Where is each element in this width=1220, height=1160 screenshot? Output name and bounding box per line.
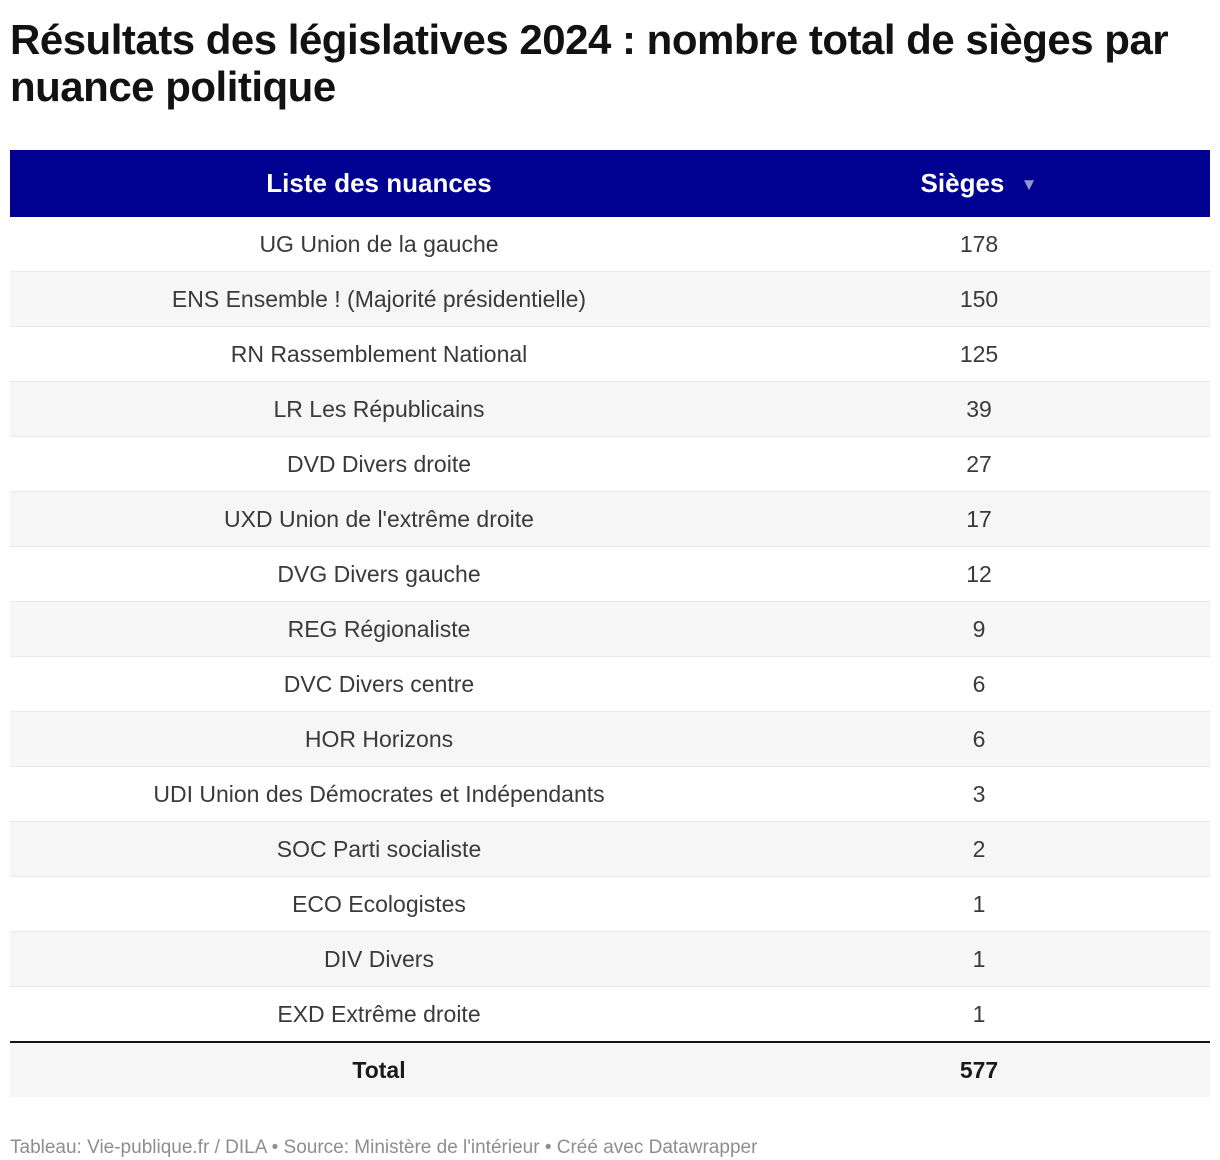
- nuance-cell: DVG Divers gauche: [10, 546, 748, 602]
- nuance-cell: RN Rassemblement National: [10, 326, 748, 382]
- total-row: Total 577: [10, 1041, 1210, 1097]
- sieges-cell: 125: [748, 326, 1210, 382]
- sieges-cell: 6: [748, 656, 1210, 712]
- nuance-cell: EXD Extrême droite: [10, 986, 748, 1042]
- chart-title-line2: nuance politique: [10, 63, 336, 110]
- table-row: DIV Divers 1: [10, 931, 1210, 987]
- table-row: LR Les Républicains 39: [10, 381, 1210, 437]
- column-header-nuances[interactable]: Liste des nuances: [10, 150, 748, 217]
- table-row: REG Régionaliste 9: [10, 601, 1210, 657]
- sieges-cell: 178: [959, 230, 999, 257]
- nuance-cell: DIV Divers: [10, 931, 748, 987]
- nuance-cell: DVD Divers droite: [10, 436, 748, 492]
- nuance-cell: HOR Horizons: [10, 711, 748, 767]
- table-row: RN Rassemblement National 125: [10, 326, 1210, 382]
- nuance-cell: ECO Ecologistes: [10, 876, 748, 932]
- sieges-cell: 3: [748, 766, 1210, 822]
- table-row: UXD Union de l'extrême droite 17: [10, 491, 1210, 547]
- sieges-cell: 6: [748, 711, 1210, 767]
- nuance-cell: ENS Ensemble ! (Majorité présidentielle): [10, 271, 748, 327]
- chart-title-line1: Résultats des législatives 2024 : nombre…: [10, 16, 1169, 63]
- sieges-cell: 150: [748, 271, 1210, 327]
- table-row: DVC Divers centre 6: [10, 656, 1210, 712]
- table-row: ECO Ecologistes 1: [10, 876, 1210, 932]
- nuance-cell: UG Union de la gauche: [259, 230, 499, 257]
- table-row: HOR Horizons 6: [10, 711, 1210, 767]
- table-row: UDI Union des Démocrates et Indépendants…: [10, 766, 1210, 822]
- table-row: UG Union de la gauche 178: [10, 217, 1210, 272]
- total-value: 577: [748, 1041, 1210, 1097]
- nuance-cell: SOC Parti socialiste: [10, 821, 748, 877]
- sieges-cell: 2: [748, 821, 1210, 877]
- sieges-cell: 12: [748, 546, 1210, 602]
- datawrapper-table-chart: Résultats des législatives 2024 : nombre…: [0, 16, 1220, 1160]
- sieges-cell: 1: [748, 986, 1210, 1042]
- nuance-cell: REG Régionaliste: [10, 601, 748, 657]
- sieges-cell: 9: [748, 601, 1210, 657]
- column-header-sieges-label: Sièges: [920, 168, 1005, 198]
- column-header-sieges[interactable]: Sièges ▼: [748, 150, 1210, 217]
- attribution-footer: Tableau: Vie-publique.fr / DILA • Source…: [10, 1137, 758, 1158]
- sieges-cell: 39: [748, 381, 1210, 437]
- sieges-cell: 17: [748, 491, 1210, 547]
- table-row: DVD Divers droite 27: [10, 436, 1210, 492]
- nuance-cell: UXD Union de l'extrême droite: [10, 491, 748, 547]
- chart-title: Résultats des législatives 2024 : nombre…: [10, 16, 1210, 110]
- table-row: ENS Ensemble ! (Majorité présidentielle)…: [10, 271, 1210, 327]
- table-body: UG Union de la gauche 178 ENS Ensemble !…: [10, 217, 1210, 1042]
- sieges-cell: 1: [748, 876, 1210, 932]
- table-row: SOC Parti socialiste 2: [10, 821, 1210, 877]
- results-table: Liste des nuances Sièges ▼ UG Union de l…: [10, 150, 1210, 1097]
- sieges-cell: 27: [748, 436, 1210, 492]
- table-row: DVG Divers gauche 12: [10, 546, 1210, 602]
- nuance-cell: DVC Divers centre: [10, 656, 748, 712]
- sieges-cell: 1: [748, 931, 1210, 987]
- table-header-row: Liste des nuances Sièges ▼: [10, 150, 1210, 217]
- table-row: EXD Extrême droite 1: [10, 986, 1210, 1042]
- sort-desc-icon: ▼: [1020, 175, 1038, 194]
- nuance-cell: LR Les Républicains: [10, 381, 748, 437]
- total-label: Total: [10, 1041, 748, 1097]
- nuance-cell: UDI Union des Démocrates et Indépendants: [10, 766, 748, 822]
